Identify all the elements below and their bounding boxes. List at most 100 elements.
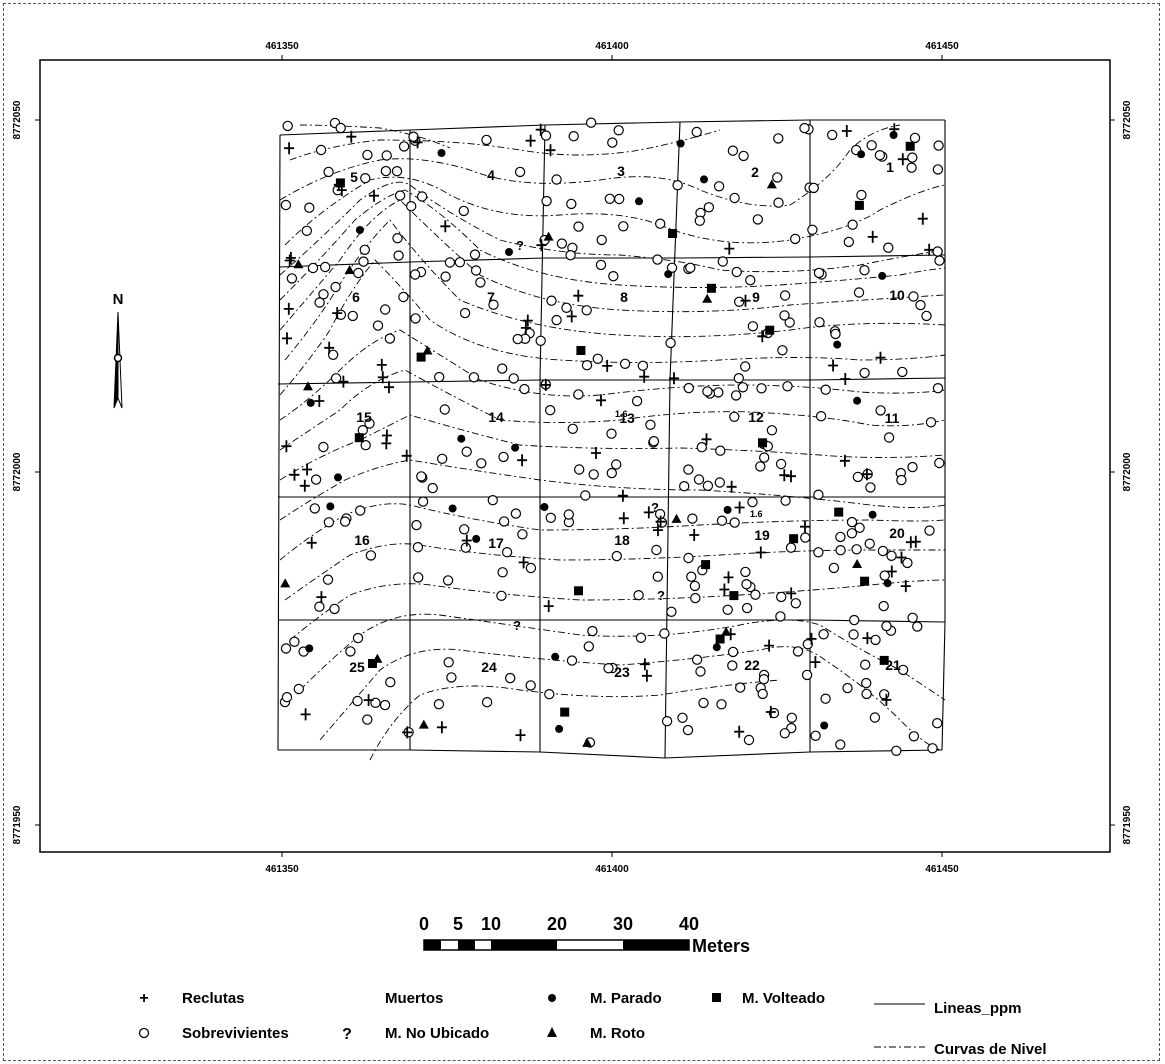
roto-marker <box>671 513 682 523</box>
sobreviviente-marker <box>810 730 821 742</box>
recluta-marker <box>900 580 911 593</box>
sobreviviente-marker <box>606 428 617 439</box>
sobreviviente-marker <box>683 464 694 475</box>
sobreviviente-marker <box>807 224 818 235</box>
sobreviviente-marker <box>717 256 729 267</box>
sobreviviente-marker <box>780 495 791 506</box>
sobreviviente-marker <box>747 496 758 508</box>
sobreviviente-marker <box>459 524 470 535</box>
cell-number: 17 <box>488 535 504 551</box>
sobreviviente-marker <box>881 620 892 632</box>
recluta-marker <box>757 330 768 343</box>
recluta-marker <box>285 251 296 264</box>
sobreviviente-marker <box>651 544 662 556</box>
sobreviviente-marker <box>440 271 451 282</box>
sobreviviente-marker <box>828 562 840 574</box>
contour-label-1: 1.6 <box>615 409 628 419</box>
sobreviviente-marker <box>815 411 827 422</box>
sobreviviente-marker <box>318 441 329 453</box>
roto-marker <box>344 265 355 274</box>
sobreviviente-marker <box>713 181 725 192</box>
sobreviviente-marker <box>886 550 897 562</box>
sobreviviente-marker <box>280 199 292 211</box>
parado-marker <box>355 226 364 234</box>
sobreviviente-marker <box>714 477 726 488</box>
sobreviviente-marker <box>685 262 696 273</box>
sobreviviente-marker <box>635 632 647 644</box>
sobreviviente-marker <box>358 256 369 267</box>
cell-number: 12 <box>748 409 764 425</box>
sobreviviente-marker <box>551 314 562 326</box>
recluta-marker <box>910 535 921 548</box>
sobreviviente-marker <box>545 512 557 524</box>
sobreviviente-marker <box>813 267 825 279</box>
recluta-marker <box>363 694 374 707</box>
recluta-marker <box>299 479 310 492</box>
volteado-marker <box>574 586 583 596</box>
recluta-marker <box>786 470 796 483</box>
recluta-marker <box>886 565 897 578</box>
parado-marker <box>712 643 721 652</box>
sobreviviente-marker <box>541 195 552 207</box>
parado-marker <box>723 505 732 514</box>
sobreviviente-marker <box>843 236 855 248</box>
sobreviviente-marker <box>566 655 578 666</box>
sobreviviente-marker <box>666 606 677 618</box>
recluta-marker <box>302 463 313 476</box>
plot-grid-lines <box>277 119 946 759</box>
sobreviviente-marker <box>380 165 392 177</box>
legend-roto-label: M. Roto <box>590 1025 645 1042</box>
grid-cell-numbers: 5 4 3 2 1 6 7 8 9 10 15 14 13 12 11 16 1… <box>349 159 905 680</box>
cell-number: 10 <box>889 287 905 303</box>
sobreviviente-marker <box>740 361 751 372</box>
sobreviviente-marker <box>322 574 334 585</box>
sobreviviente-marker <box>915 299 926 311</box>
recluta-marker <box>306 536 317 549</box>
cell-number: 1 <box>886 159 894 175</box>
sobreviviente-marker <box>702 480 714 491</box>
sobreviviente-marker <box>487 495 498 506</box>
sobreviviente-marker <box>932 718 943 729</box>
legend-parado-symbol <box>548 994 556 1002</box>
sobreviviente-marker <box>860 659 871 670</box>
sobreviviente-marker <box>687 513 698 524</box>
sobreviviente-marker <box>729 517 740 528</box>
sobreviviente-marker <box>869 712 881 723</box>
recluta-marker <box>281 440 292 453</box>
recluta-marker <box>440 220 451 233</box>
recluta-marker <box>566 310 577 323</box>
sobreviviente-marker <box>891 745 902 757</box>
sobreviviente-marker <box>734 296 745 307</box>
roto-marker <box>852 559 863 568</box>
sobreviviente-marker <box>738 150 749 162</box>
cell-number: 6 <box>352 289 360 305</box>
sobreviviente-marker <box>757 688 768 700</box>
y-tick-left-2: 8772000 <box>12 452 23 491</box>
sobreviviente-marker <box>727 646 739 658</box>
parado-marker <box>306 398 315 407</box>
sobreviviente-marker <box>574 464 585 475</box>
sobreviviente-marker <box>280 643 292 654</box>
volteado-marker <box>765 325 775 335</box>
volteado-marker <box>560 707 570 717</box>
sobreviviente-marker <box>461 446 472 457</box>
no-ubicado-marker: ? <box>516 238 524 253</box>
recluta-marker <box>543 600 554 613</box>
parado-marker <box>555 724 564 733</box>
sobreviviente-marker <box>853 287 865 298</box>
y-tick-left-1: 8772050 <box>12 100 23 139</box>
sobreviviente-marker <box>820 693 831 704</box>
sobreviviente-marker <box>286 273 298 284</box>
sobreviviente-marker <box>384 333 396 344</box>
parado-marker <box>700 175 708 184</box>
volteado-marker <box>715 634 725 644</box>
sobreviviente-marker <box>741 602 753 614</box>
sobreviviente-marker <box>879 689 890 700</box>
sobreviviente-marker <box>360 440 371 451</box>
sobreviviente-marker <box>412 542 424 553</box>
recluta-marker <box>764 639 775 652</box>
sobreviviente-marker <box>442 575 454 586</box>
sobreviviente-marker <box>497 567 508 578</box>
volteado-marker <box>854 200 864 210</box>
parado-marker <box>820 721 829 730</box>
